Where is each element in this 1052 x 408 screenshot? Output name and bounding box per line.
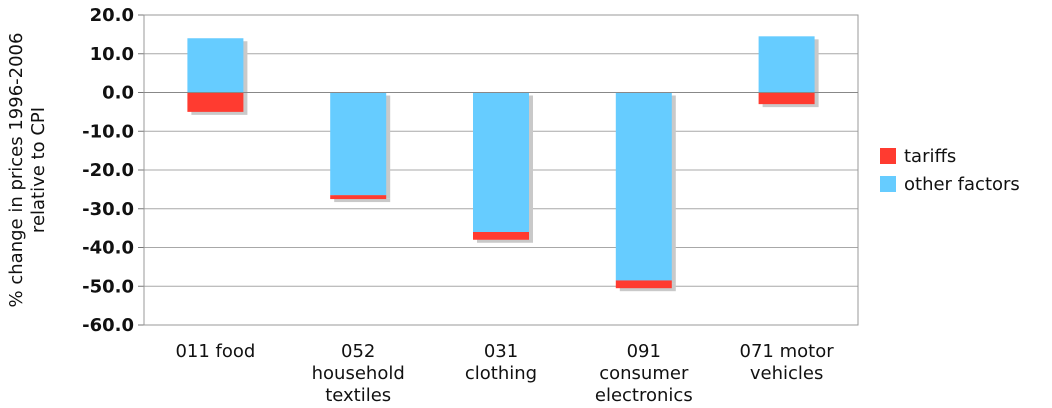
x-axis-categories: 011 food 052 household textiles 031 clothing 0…	[175, 341, 834, 406]
x-category-label: 071 motor vehicles	[740, 341, 835, 384]
y-tick-label: -20.0	[82, 160, 134, 181]
bar-other-factors	[330, 92, 387, 196]
bars	[144, 36, 858, 292]
x-category-label: 031 clothing	[465, 341, 537, 384]
legend-swatch	[880, 148, 896, 164]
bar-tariffs	[187, 92, 244, 112]
y-tick-label: -10.0	[82, 121, 134, 142]
legend-swatch	[880, 176, 896, 192]
y-tick-label: 10.0	[90, 44, 134, 65]
bar-tariffs	[615, 280, 672, 289]
plot-area-border	[143, 14, 859, 326]
y-tick-label: 0.0	[102, 83, 134, 104]
bar-other-factors	[473, 92, 529, 232]
y-tick-label: -50.0	[82, 276, 134, 297]
y-tick-label: 20.0	[90, 5, 134, 26]
bar-shadow	[334, 198, 391, 203]
x-category-label: 091 consumer electronics	[595, 341, 693, 406]
legend-label: other factors	[904, 174, 1020, 195]
bar-other-factors	[187, 38, 244, 93]
y-axis-label: % change in prices 1996-2006relative to …	[6, 33, 49, 308]
bar-tariffs	[758, 92, 815, 105]
y-axis-ticks: 20.0 10.0 0.0 -10.0 -20.0 -30.0 -40.0 -50.0 -60.…	[82, 5, 134, 336]
bar-tariffs	[473, 232, 529, 240]
y-tick-label: -60.0	[82, 315, 134, 336]
bar-other-factors	[758, 36, 815, 93]
x-category-label: 011 food	[175, 341, 255, 362]
legend: tariffs other factors	[880, 146, 1020, 195]
bar-other-factors	[615, 92, 672, 281]
x-category-label: 052 household textiles	[312, 341, 405, 406]
bar-tariffs	[330, 195, 387, 200]
legend-label: tariffs	[904, 146, 956, 167]
y-tick-label: -40.0	[82, 238, 134, 259]
y-tick-label: -30.0	[82, 199, 134, 220]
